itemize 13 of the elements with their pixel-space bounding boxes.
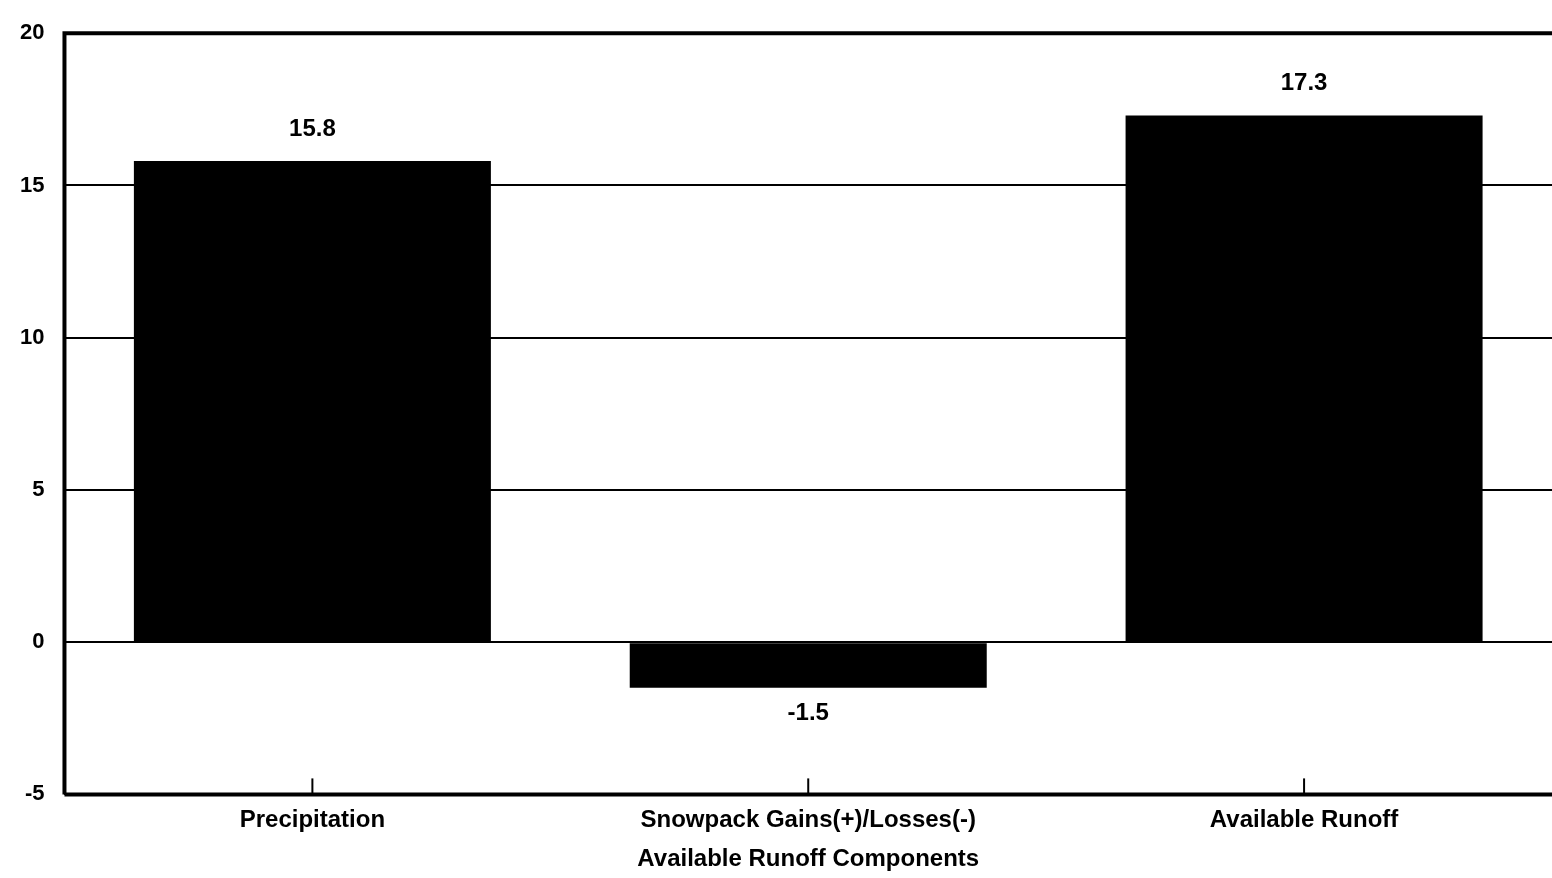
x-tick-label: Snowpack Gains(+)/Losses(-): [640, 805, 976, 833]
data-label: 17.3: [1280, 68, 1328, 96]
y-tick-label: 10: [19, 323, 45, 349]
x-tick-label: Precipitation: [239, 805, 386, 833]
x-axis-title: Available Runoff Components: [637, 844, 980, 872]
y-tick-label: 0: [32, 628, 45, 654]
data-label: 15.8: [289, 113, 336, 141]
data-label: -1.5: [787, 698, 829, 726]
y-tick-label: 20: [19, 19, 45, 45]
y-tick-label: -5: [24, 780, 45, 806]
y-tick-label: 15: [19, 171, 45, 197]
x-tick-label: Available Runoff: [1209, 805, 1400, 833]
y-tick-label: 5: [32, 475, 45, 501]
